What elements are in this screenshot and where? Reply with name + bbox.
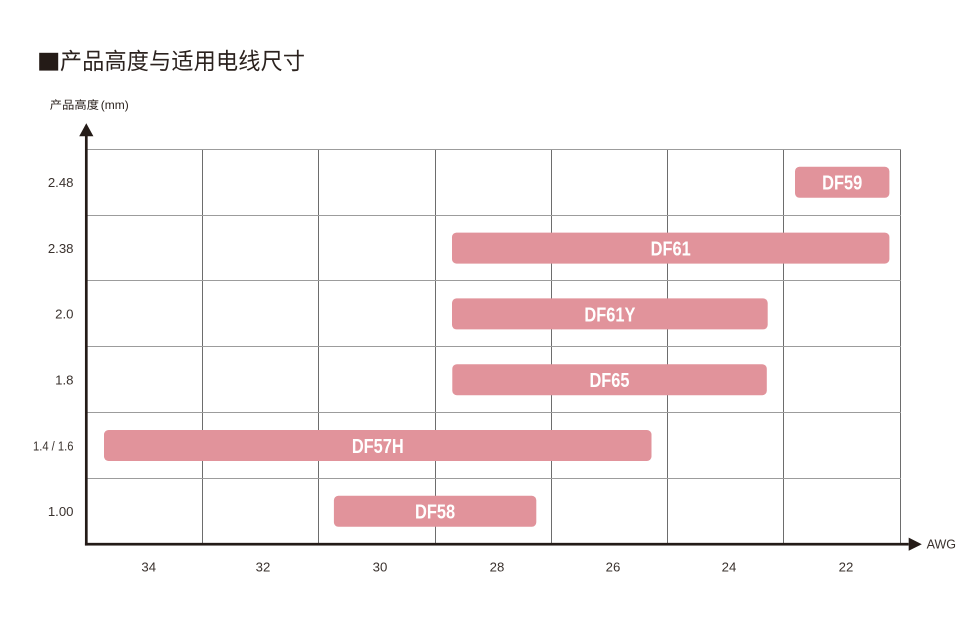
svg-text:DF58: DF58: [415, 502, 455, 524]
svg-text:DF61Y: DF61Y: [584, 304, 636, 326]
svg-text:1.4 / 1.6: 1.4 / 1.6: [33, 438, 74, 453]
svg-text:DF59: DF59: [822, 173, 862, 195]
svg-text:26: 26: [606, 560, 621, 575]
svg-text:(mm): (mm): [101, 98, 129, 112]
svg-text:2.0: 2.0: [55, 307, 73, 322]
svg-text:AWG: AWG: [927, 538, 956, 552]
svg-text:2.48: 2.48: [48, 175, 74, 190]
svg-text:1.00: 1.00: [48, 504, 74, 519]
svg-text:34: 34: [141, 560, 156, 575]
svg-text:DF65: DF65: [589, 370, 629, 392]
svg-text:30: 30: [373, 560, 388, 575]
svg-text:1.8: 1.8: [55, 373, 73, 388]
svg-text:24: 24: [722, 560, 737, 575]
svg-text:DF57H: DF57H: [352, 436, 404, 458]
svg-text:28: 28: [490, 560, 505, 575]
svg-text:2.38: 2.38: [48, 241, 74, 256]
svg-text:22: 22: [839, 560, 854, 575]
svg-text:DF61: DF61: [651, 239, 691, 261]
svg-text:32: 32: [256, 560, 271, 575]
